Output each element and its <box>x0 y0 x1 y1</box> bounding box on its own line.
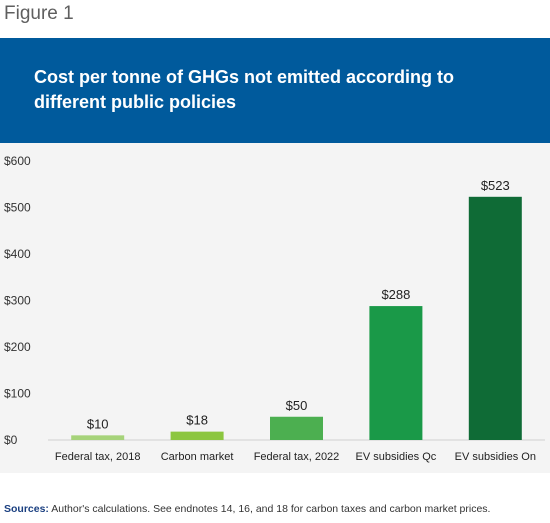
bar <box>468 196 522 440</box>
x-tick-label: EV subsidies Qc <box>356 451 437 463</box>
chart-area: $0 $100 $200 $300 $400 $500 $600 $10 Federal tax… <box>0 143 550 473</box>
chart-title: Cost per tonne of GHGs not emitted accor… <box>34 67 455 112</box>
data-label: $10 <box>87 416 109 431</box>
y-tick-label: $300 <box>4 294 31 308</box>
figure-label: Figure 1 <box>4 3 74 24</box>
y-tick-label: $100 <box>4 387 31 401</box>
sources-note: Sources: Author's calculations. See endn… <box>4 503 490 515</box>
x-tick-label: Federal tax, 2022 <box>254 451 340 463</box>
y-tick-label: $400 <box>4 247 31 261</box>
bar <box>270 416 323 440</box>
y-tick-label: $0 <box>4 433 18 447</box>
bar <box>71 435 125 440</box>
x-tick-label: EV subsidies On <box>455 451 536 463</box>
x-tick-label: Federal tax, 2018 <box>55 451 141 463</box>
sources-text: Author's calculations. See endnotes 14, … <box>48 503 491 515</box>
data-label: $50 <box>286 398 308 413</box>
bar <box>369 306 423 440</box>
bar-chart: $0 $100 $200 $300 $400 $500 $600 $10 Federal tax… <box>4 154 545 463</box>
bar <box>170 431 224 440</box>
title-banner: Cost per tonne of GHGs not emitted accor… <box>0 38 550 143</box>
y-tick-label: $600 <box>4 154 31 168</box>
data-label: $18 <box>186 413 208 428</box>
data-label: $288 <box>381 287 410 302</box>
y-tick-label: $500 <box>4 201 31 215</box>
y-tick-label: $200 <box>4 340 31 354</box>
x-tick-label: Carbon market <box>161 451 234 463</box>
sources-label: Sources: <box>4 503 49 515</box>
data-label: $523 <box>481 178 510 193</box>
